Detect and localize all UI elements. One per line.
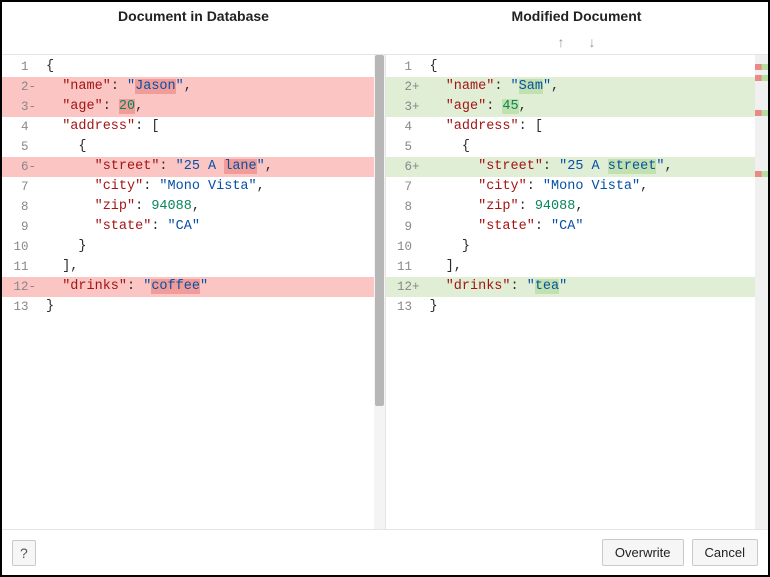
code-line: "city": "Mono Vista", bbox=[424, 177, 756, 197]
gutter-line: 5 bbox=[386, 137, 424, 157]
gutter-line: 12+ bbox=[386, 277, 424, 297]
gutter-line: 10 bbox=[2, 237, 40, 257]
cancel-button[interactable]: Cancel bbox=[692, 539, 758, 566]
gutter-line: 1 bbox=[386, 57, 424, 77]
gutter-line: 6+ bbox=[386, 157, 424, 177]
code-line: "street": "25 A lane", bbox=[40, 157, 374, 177]
code-line: "street": "25 A street", bbox=[424, 157, 756, 177]
left-pane-title: Document in Database bbox=[2, 2, 385, 30]
gutter-line: 9 bbox=[2, 217, 40, 237]
right-pane-title: Modified Document bbox=[385, 2, 768, 30]
prev-diff-icon[interactable]: ↑ bbox=[558, 34, 565, 50]
gutter-line: 9 bbox=[386, 217, 424, 237]
code-line: "state": "CA" bbox=[424, 217, 756, 237]
code-line: "name": "Jason", bbox=[40, 77, 374, 97]
left-gutter: 1 2-3-4 5 6-7 8 9 10 11 12-13 bbox=[2, 55, 40, 529]
gutter-line: 6- bbox=[2, 157, 40, 177]
gutter-line: 11 bbox=[2, 257, 40, 277]
gutter-line: 3+ bbox=[386, 97, 424, 117]
code-line: ], bbox=[40, 257, 374, 277]
gutter-line: 11 bbox=[386, 257, 424, 277]
gutter-line: 13 bbox=[2, 297, 40, 317]
code-line: } bbox=[424, 237, 756, 257]
gutter-line: 8 bbox=[386, 197, 424, 217]
code-line: "age": 20, bbox=[40, 97, 374, 117]
code-line: "address": [ bbox=[40, 117, 374, 137]
code-line: } bbox=[40, 237, 374, 257]
overwrite-button[interactable]: Overwrite bbox=[602, 539, 684, 566]
right-gutter: 1 2+3+4 5 6+7 8 9 10 11 12+13 bbox=[386, 55, 424, 529]
code-line: "zip": 94088, bbox=[40, 197, 374, 217]
code-line: "name": "Sam", bbox=[424, 77, 756, 97]
help-icon: ? bbox=[20, 545, 28, 561]
diff-headers: Document in Database Modified Document bbox=[2, 2, 768, 30]
left-scrollbar[interactable] bbox=[374, 55, 385, 529]
code-line: } bbox=[424, 297, 756, 317]
code-line: "age": 45, bbox=[424, 97, 756, 117]
diff-nav-row: ↑ ↓ bbox=[2, 30, 768, 54]
gutter-line: 7 bbox=[386, 177, 424, 197]
dialog-footer: ? Overwrite Cancel bbox=[2, 529, 768, 575]
overview-marker bbox=[755, 75, 768, 81]
help-button[interactable]: ? bbox=[12, 540, 36, 566]
diff-area: 1 2-3-4 5 6-7 8 9 10 11 12-13 { "name": … bbox=[2, 54, 768, 529]
gutter-line: 5 bbox=[2, 137, 40, 157]
right-code[interactable]: { "name": "Sam", "age": 45, "address": [… bbox=[424, 55, 756, 529]
code-line: "zip": 94088, bbox=[424, 197, 756, 217]
code-line: ], bbox=[424, 257, 756, 277]
code-line: "drinks": "coffee" bbox=[40, 277, 374, 297]
gutter-line: 13 bbox=[386, 297, 424, 317]
gutter-line: 3- bbox=[2, 97, 40, 117]
overview-marker bbox=[755, 171, 768, 177]
next-diff-icon[interactable]: ↓ bbox=[589, 34, 596, 50]
code-line: { bbox=[40, 137, 374, 157]
code-line: "drinks": "tea" bbox=[424, 277, 756, 297]
gutter-line: 12- bbox=[2, 277, 40, 297]
overview-marker bbox=[755, 110, 768, 116]
overview-marker bbox=[755, 64, 768, 70]
left-pane: 1 2-3-4 5 6-7 8 9 10 11 12-13 { "name": … bbox=[2, 55, 385, 529]
gutter-line: 4 bbox=[386, 117, 424, 137]
code-line: { bbox=[40, 57, 374, 77]
code-line: { bbox=[424, 137, 756, 157]
code-line: } bbox=[40, 297, 374, 317]
gutter-line: 2- bbox=[2, 77, 40, 97]
left-code[interactable]: { "name": "Jason", "age": 20, "address":… bbox=[40, 55, 374, 529]
code-line: { bbox=[424, 57, 756, 77]
code-line: "address": [ bbox=[424, 117, 756, 137]
overview-ruler[interactable] bbox=[755, 55, 768, 529]
code-line: "city": "Mono Vista", bbox=[40, 177, 374, 197]
gutter-line: 2+ bbox=[386, 77, 424, 97]
gutter-line: 10 bbox=[386, 237, 424, 257]
gutter-line: 4 bbox=[2, 117, 40, 137]
right-pane: 1 2+3+4 5 6+7 8 9 10 11 12+13 { "name": … bbox=[385, 55, 769, 529]
gutter-line: 8 bbox=[2, 197, 40, 217]
code-line: "state": "CA" bbox=[40, 217, 374, 237]
gutter-line: 1 bbox=[2, 57, 40, 77]
left-scroll-thumb[interactable] bbox=[375, 55, 384, 406]
gutter-line: 7 bbox=[2, 177, 40, 197]
